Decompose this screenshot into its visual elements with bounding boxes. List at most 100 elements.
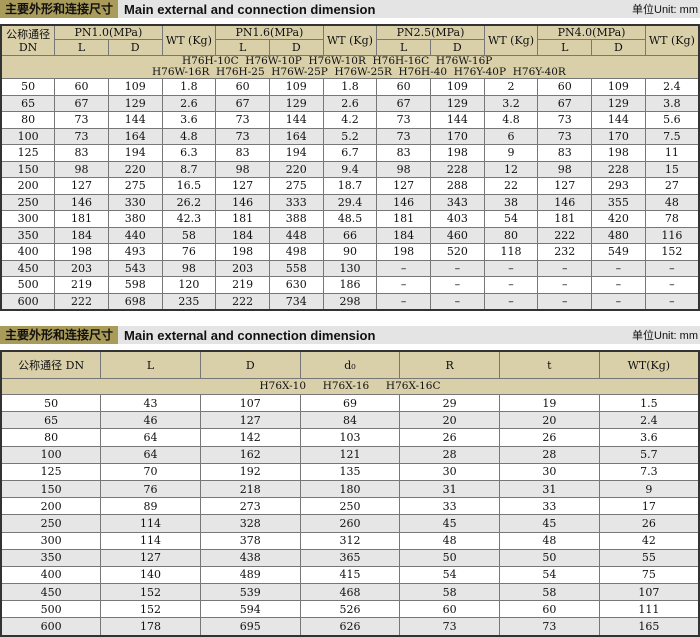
value-cell: 7.5 — [644, 127, 700, 145]
value-cell: 184 — [215, 226, 270, 244]
value-cell: 114 — [100, 514, 201, 533]
header-d: D — [430, 39, 485, 56]
value-cell: – — [591, 259, 646, 277]
value-cell: 12 — [483, 160, 539, 178]
value-cell: 4.2 — [322, 111, 378, 129]
dn-cell: 50 — [0, 78, 56, 96]
value-cell: 54 — [499, 565, 600, 585]
value-cell: 116 — [644, 226, 700, 244]
value-cell: 107 — [199, 393, 301, 413]
column-header: D — [199, 350, 301, 379]
value-cell: 78 — [644, 210, 700, 228]
value-cell: 58 — [499, 583, 600, 602]
value-cell: 144 — [107, 111, 163, 129]
value-cell: 9 — [598, 479, 700, 499]
table-row: 400 140 489 415 54 54 75 — [0, 565, 700, 585]
value-cell: 164 — [107, 127, 163, 145]
model-row: H76H-10C H76W-10P H76W-10R H76H-16C H76W… — [0, 55, 700, 79]
value-cell: 67 — [537, 94, 593, 112]
value-cell: 73 — [54, 111, 109, 129]
value-cell: 98 — [54, 160, 109, 178]
dimension-table-1: 公称通径 DN PN1.0(MPa) WT (Kg) PN1.6(MPa) WT… — [0, 24, 700, 311]
value-cell: 75 — [598, 565, 700, 585]
section1-unit: 单位Unit: mm — [632, 4, 698, 16]
value-cell: 33 — [499, 497, 600, 516]
value-cell: 293 — [591, 177, 646, 195]
value-cell: 114 — [100, 531, 201, 550]
value-cell: 220 — [107, 160, 163, 178]
value-cell: 50 — [499, 548, 600, 567]
value-cell: 73 — [376, 111, 431, 129]
value-cell: 127 — [100, 548, 201, 567]
value-cell: 549 — [591, 243, 646, 261]
value-cell: 250 — [299, 497, 401, 516]
value-cell: 58 — [399, 583, 501, 602]
table-row: 80 73 144 3.6 73 144 4.2 73 144 4.8 73 144 5.6 — [0, 111, 700, 129]
value-cell: 69 — [299, 393, 401, 413]
value-cell: 228 — [591, 160, 646, 178]
value-cell: 520 — [430, 243, 485, 261]
table-row: 150 76 218 180 31 31 9 — [0, 479, 700, 499]
header-dn: 公称通径 DN — [0, 24, 56, 56]
value-cell: 8.7 — [161, 160, 217, 178]
value-cell: 60 — [399, 600, 501, 619]
value-cell: 129 — [430, 94, 485, 112]
value-cell: 228 — [430, 160, 485, 178]
dn-cell: 200 — [0, 497, 102, 516]
table-row: 65 67 129 2.6 67 129 2.6 67 129 3.2 67 129 3.8 — [0, 94, 700, 112]
value-cell: 260 — [299, 514, 401, 533]
dn-cell: 600 — [0, 292, 56, 311]
value-cell: 76 — [100, 479, 201, 499]
value-cell: 98 — [537, 160, 593, 178]
value-cell: 181 — [376, 210, 431, 228]
value-cell: 626 — [299, 617, 401, 637]
table-row: 300 181 380 42.3 181 388 48.5 181 403 54 181 420 78 — [0, 210, 700, 228]
value-cell: 630 — [268, 276, 324, 294]
value-cell: 1.8 — [161, 78, 217, 96]
value-cell: 181 — [215, 210, 270, 228]
table-row: 350 184 440 58 184 448 66 184 460 80 222 480 116 — [0, 226, 700, 244]
model-line-2: H76W-16R H76H-25 H76W-25P H76W-25R H76H-… — [152, 66, 566, 78]
value-cell: 165 — [598, 617, 700, 637]
value-cell: 7.3 — [598, 462, 700, 481]
value-cell: 180 — [299, 479, 401, 499]
value-cell: 164 — [268, 127, 324, 145]
section1-title-bar: 主要外形和连接尺寸 Main external and connection d… — [0, 0, 700, 18]
table-row: 350 127 438 365 50 50 55 — [0, 548, 700, 567]
section1-title-en: Main external and connection dimension — [124, 1, 376, 17]
value-cell: 129 — [591, 94, 646, 112]
column-header: t — [499, 350, 600, 379]
value-cell: 55 — [598, 548, 700, 567]
value-cell: 440 — [107, 226, 163, 244]
value-cell: 146 — [537, 193, 593, 211]
value-cell: 48.5 — [322, 210, 378, 228]
header-wt: WT (Kg) — [483, 24, 539, 56]
dn-cell: 100 — [0, 127, 56, 145]
value-cell: – — [376, 276, 431, 294]
value-cell: 415 — [299, 565, 401, 585]
value-cell: 22 — [483, 177, 539, 195]
value-cell: 420 — [591, 210, 646, 228]
value-cell: 6 — [483, 127, 539, 145]
value-cell: 181 — [537, 210, 593, 228]
value-cell: 135 — [299, 462, 401, 481]
value-cell: – — [537, 259, 593, 277]
column-header: R — [399, 350, 501, 379]
value-cell: 170 — [591, 127, 646, 145]
value-cell: 222 — [215, 292, 270, 311]
value-cell: 698 — [107, 292, 163, 311]
value-cell: 64 — [100, 428, 201, 447]
value-cell: 219 — [54, 276, 109, 294]
value-cell: 695 — [199, 617, 301, 637]
dn-cell: 300 — [0, 531, 102, 550]
value-cell: 16.5 — [161, 177, 217, 195]
dn-cell: 250 — [0, 193, 56, 211]
value-cell: 17 — [598, 497, 700, 516]
value-cell: 146 — [54, 193, 109, 211]
table-row: 400 198 493 76 198 498 90 198 520 118 232 549 152 — [0, 243, 700, 261]
dn-cell: 250 — [0, 514, 102, 533]
header-pn10: PN1.0(MPa) — [54, 24, 163, 40]
value-cell: 330 — [107, 193, 163, 211]
value-cell: 2.4 — [644, 78, 700, 96]
value-cell: 18.7 — [322, 177, 378, 195]
